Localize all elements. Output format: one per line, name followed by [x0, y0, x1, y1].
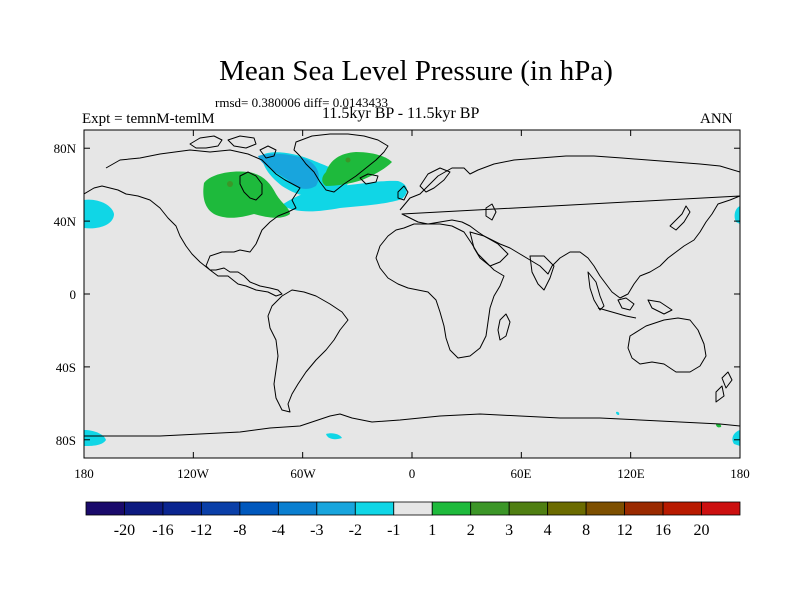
colorbar-label: -3 [310, 522, 323, 539]
coastline-hudson-bay [239, 171, 263, 201]
coastline-south-america [267, 289, 349, 413]
colorbar-label: 4 [544, 522, 552, 539]
colorbar-labels: -20 -16 -12 -8 -4 -3 -2 -1 1 2 3 4 8 12 16 20 [114, 522, 710, 539]
colorbar-swatch [701, 501, 741, 516]
season-label: ANN [700, 111, 733, 127]
colorbar-swatch [277, 501, 318, 516]
colorbar-swatch [201, 501, 241, 516]
colorbar-swatch [393, 501, 433, 516]
y-tick-label: 40S [56, 360, 76, 375]
colorbar-swatch [162, 501, 202, 516]
anomaly-north-pacific-east [734, 206, 740, 224]
colorbar-swatch [624, 501, 664, 516]
y-tick-label: 40N [54, 214, 77, 229]
coastline-indonesia [597, 297, 673, 319]
anomaly-north-atlantic [282, 180, 407, 212]
experiment-label: Expt = temnM-temlM [82, 111, 215, 127]
coastline-north-america [84, 149, 301, 297]
colorbar-swatch [431, 501, 472, 516]
anomaly-north-pacific [84, 199, 114, 229]
anomaly-southern-ocean-mid [326, 433, 342, 440]
coastline-australia [627, 317, 707, 373]
y-tick-label: 80N [54, 141, 77, 156]
colorbar-swatch [508, 501, 549, 516]
y-tick-label: 80S [56, 433, 76, 448]
colorbar-label: -8 [233, 522, 246, 539]
colorbar-label: -4 [272, 522, 285, 539]
colorbar-label: -20 [114, 522, 135, 539]
x-tick-label: 180 [730, 466, 750, 481]
colorbar-swatch [316, 501, 356, 516]
anomaly-north-america-peak [227, 181, 233, 187]
colorbar-label: 12 [617, 522, 633, 539]
coastline-arabia [469, 231, 509, 267]
colorbar-swatch [85, 501, 125, 516]
x-tick-label: 60E [511, 466, 532, 481]
colorbar-label: -1 [387, 522, 400, 539]
x-tick-label: 120E [617, 466, 645, 481]
anomaly-southern-ocean-east [732, 430, 740, 446]
x-tick-label: 180 [74, 466, 94, 481]
coastline-caspian [485, 203, 497, 221]
colorbar-label: 3 [505, 522, 513, 539]
colorbar-label: 8 [582, 522, 590, 539]
colorbar-label: 2 [467, 522, 475, 539]
colorbar-label: 1 [428, 522, 436, 539]
y-tick-label: 0 [70, 287, 77, 302]
map-background [84, 130, 740, 458]
coastline-southeast-asia [587, 271, 605, 311]
colorbar-label: 20 [694, 522, 710, 539]
colorbar-swatch [585, 501, 625, 516]
coastline-india [529, 255, 555, 291]
chart-subtitle: 11.5kyr BP - 11.5kyr BP [322, 105, 480, 122]
colorbar-swatch [470, 501, 510, 516]
chart-title: Mean Sea Level Pressure (in hPa) [219, 55, 613, 87]
stats-line: rmsd= 0.380006 diff= 0.0143433 [215, 95, 388, 110]
colorbar [85, 501, 741, 516]
coastline-uk [397, 185, 409, 201]
colorbar-label: -16 [152, 522, 173, 539]
anomaly-southern-ocean-west [84, 430, 106, 446]
colorbar-swatch [662, 501, 702, 516]
coastline-arctic-islands [189, 135, 277, 159]
anomaly-labrador-core [258, 153, 319, 189]
anomaly-greenland-peak [345, 157, 351, 163]
coastline-new-zealand [715, 371, 733, 403]
colorbar-swatch [354, 501, 395, 516]
x-tick-label: 60W [290, 466, 316, 481]
anomaly-greenland [322, 152, 392, 186]
colorbar-label: -12 [191, 522, 212, 539]
coastline-greenland [293, 133, 389, 193]
colorbar-swatch [124, 501, 164, 516]
colorbar-swatch [239, 501, 279, 516]
coastline-scandinavia [419, 167, 451, 193]
coastline-antarctica [84, 413, 740, 437]
x-tick-label: 120W [177, 466, 210, 481]
coastline-japan [669, 205, 691, 231]
axis-ticks [83, 130, 741, 458]
x-tick-label: 0 [409, 466, 416, 481]
coastline-europe-asia [399, 155, 740, 299]
colorbar-label: 16 [655, 522, 671, 539]
coastline-africa [375, 223, 505, 359]
anomaly-ross-sea [616, 411, 620, 415]
coastline-iceland [359, 173, 379, 185]
colorbar-swatch [547, 501, 587, 516]
anomaly-southern-ocean-green [716, 423, 722, 428]
colorbar-label: -2 [349, 522, 362, 539]
coastline-madagascar [497, 313, 511, 341]
